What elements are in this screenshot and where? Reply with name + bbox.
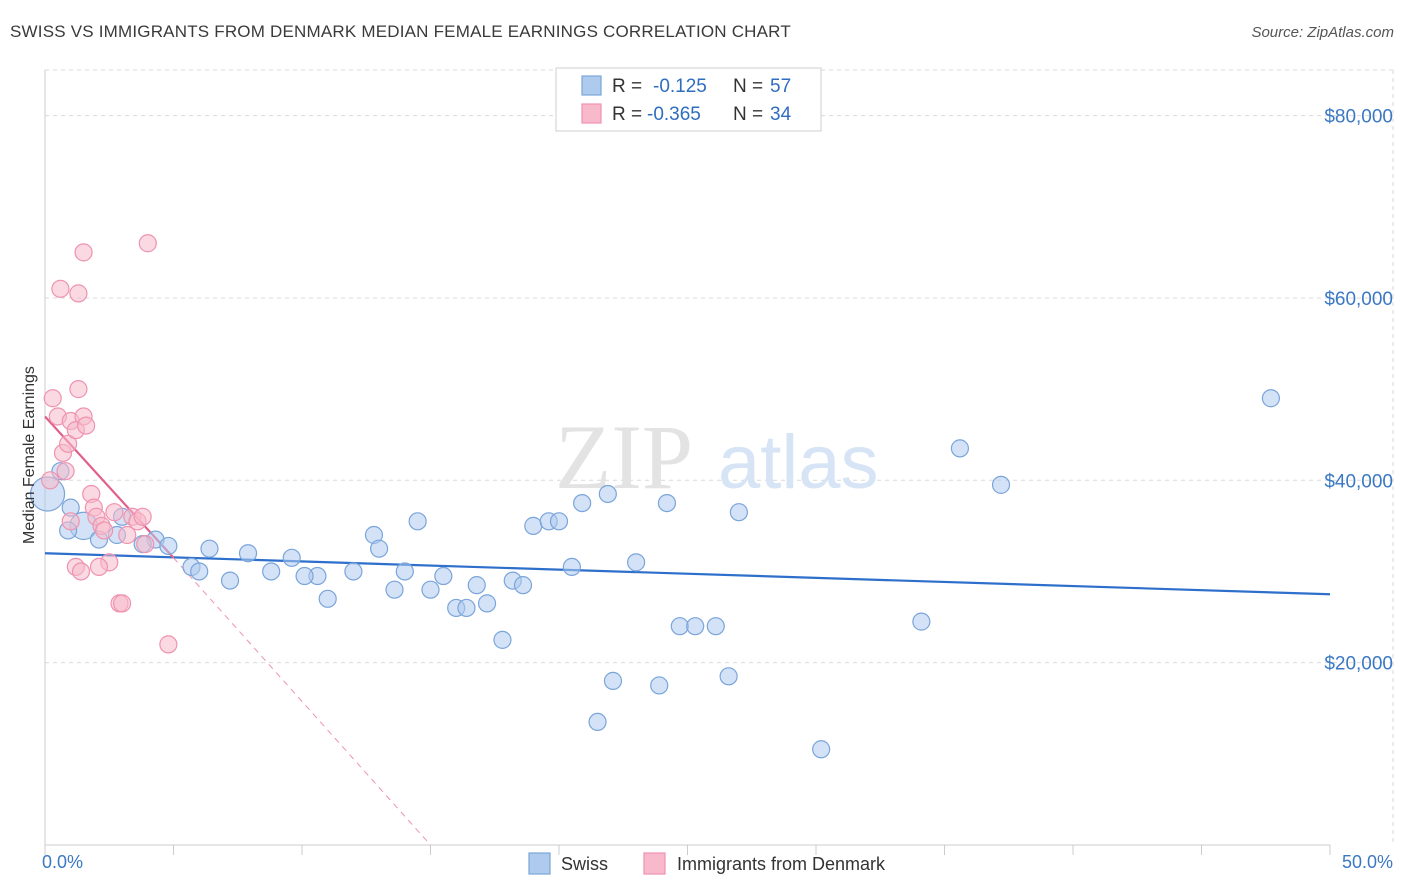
swiss-point-37 [573, 493, 592, 513]
x-tick-label-max: 50.0% [1342, 852, 1393, 872]
denmark-points [41, 234, 178, 654]
y-tick-label-3: $80,000 [1324, 107, 1393, 128]
denmark-point-7 [69, 380, 88, 399]
swiss-point-41 [626, 553, 646, 572]
legend-r-value-swiss: -0.125 [653, 76, 707, 97]
swiss-point-39 [598, 484, 617, 504]
denmark-point-3 [56, 462, 75, 481]
swiss-point-25 [434, 566, 453, 586]
legend-r-label-denmark: R = [612, 104, 642, 125]
swiss-point-22 [395, 562, 414, 581]
denmark-point-0 [43, 389, 62, 408]
swiss-point-29 [477, 594, 497, 613]
series-legend-swatch-swiss [528, 852, 551, 875]
swiss-point-53 [1261, 389, 1280, 408]
swiss-point-33 [524, 516, 543, 535]
swiss-point-12 [238, 544, 258, 563]
correlation-legend: R = -0.125 N = 57 R = -0.365 N = 34 [555, 67, 822, 132]
axes [44, 70, 1331, 855]
denmark-point-27 [61, 512, 80, 531]
denmark-point-31 [133, 507, 152, 526]
legend-swatch-swiss [581, 75, 602, 96]
denmark-point-29 [71, 562, 91, 581]
y-tick-label-1: $40,000 [1324, 471, 1393, 492]
y-tick-label-2: $60,000 [1324, 289, 1393, 310]
trend-line-swiss [44, 552, 1331, 596]
swiss-point-9 [200, 539, 219, 558]
swiss-point-36 [562, 557, 581, 577]
swiss-point-43 [650, 676, 669, 695]
denmark-point-24 [69, 284, 88, 303]
swiss-point-23 [408, 512, 427, 531]
denmark-point-4 [59, 434, 78, 453]
legend-n-label-denmark: N = [733, 104, 763, 125]
denmark-point-19 [118, 525, 137, 545]
swiss-point-24 [421, 580, 440, 599]
swiss-point-35 [549, 512, 569, 531]
swiss-point-38 [588, 712, 607, 732]
swiss-point-40 [603, 671, 623, 690]
series-legend-label-denmark: Immigrants from Denmark [677, 854, 886, 874]
swiss-point-11 [220, 571, 240, 590]
legend-r-value-denmark: -0.365 [647, 104, 701, 125]
swiss-point-46 [706, 617, 725, 636]
swiss-point-21 [385, 580, 404, 599]
swiss-point-48 [729, 503, 749, 522]
swiss-point-50 [912, 612, 931, 631]
swiss-point-14 [282, 548, 301, 567]
series-legend: Swiss Immigrants from Denmark [528, 852, 886, 875]
denmark-point-14 [95, 521, 114, 540]
watermark: ZIP atlas [555, 406, 879, 508]
swiss-point-28 [467, 576, 486, 595]
trend-line-denmark-extension [173, 557, 431, 846]
x-tick-label-min: 0.0% [42, 852, 83, 872]
denmark-point-33 [41, 471, 60, 490]
y-tick-label-0: $20,000 [1324, 654, 1393, 675]
denmark-point-22 [136, 535, 155, 554]
swiss-point-10 [190, 562, 209, 581]
series-legend-swatch-denmark [643, 852, 666, 875]
gridlines [45, 69, 1394, 845]
denmark-point-32 [89, 557, 109, 577]
y-tick-labels: $20,000 $40,000 $60,000 $80,000 [1324, 107, 1393, 675]
swiss-point-47 [719, 667, 738, 686]
swiss-point-42 [657, 493, 677, 513]
denmark-point-26 [138, 234, 157, 253]
legend-n-value-swiss: 57 [770, 76, 791, 97]
swiss-point-16 [295, 566, 314, 586]
denmark-point-25 [74, 243, 93, 262]
y-axis-label: Median Female Earnings [21, 366, 38, 544]
denmark-point-9 [77, 416, 96, 435]
swiss-point-52 [991, 475, 1011, 494]
denmark-point-16 [105, 503, 124, 522]
swiss-point-17 [318, 589, 337, 608]
swiss-point-51 [950, 439, 970, 458]
swiss-point-13 [262, 562, 281, 581]
swiss-point-32 [513, 576, 533, 595]
watermark-atlas: atlas [718, 420, 879, 505]
swiss-point-49 [812, 740, 831, 759]
source-credit: Source: ZipAtlas.com [1251, 24, 1394, 41]
chart-title: SWISS VS IMMIGRANTS FROM DENMARK MEDIAN … [10, 22, 791, 41]
legend-n-value-denmark: 34 [770, 104, 792, 125]
swiss-point-20 [370, 539, 389, 558]
legend-swatch-denmark [581, 103, 602, 124]
denmark-point-30 [159, 635, 178, 654]
denmark-point-23 [51, 279, 70, 298]
swiss-point-44 [670, 617, 689, 636]
swiss-point-45 [686, 617, 705, 636]
swiss-point-30 [493, 630, 512, 649]
denmark-point-18 [112, 594, 132, 613]
legend-r-label-swiss: R = [612, 76, 642, 97]
watermark-zip: ZIP [555, 406, 693, 508]
swiss-point-7 [159, 536, 178, 556]
swiss-point-18 [344, 562, 363, 581]
swiss-point-27 [457, 598, 476, 618]
legend-n-label-swiss: N = [733, 76, 763, 97]
series-legend-label-swiss: Swiss [561, 854, 608, 874]
